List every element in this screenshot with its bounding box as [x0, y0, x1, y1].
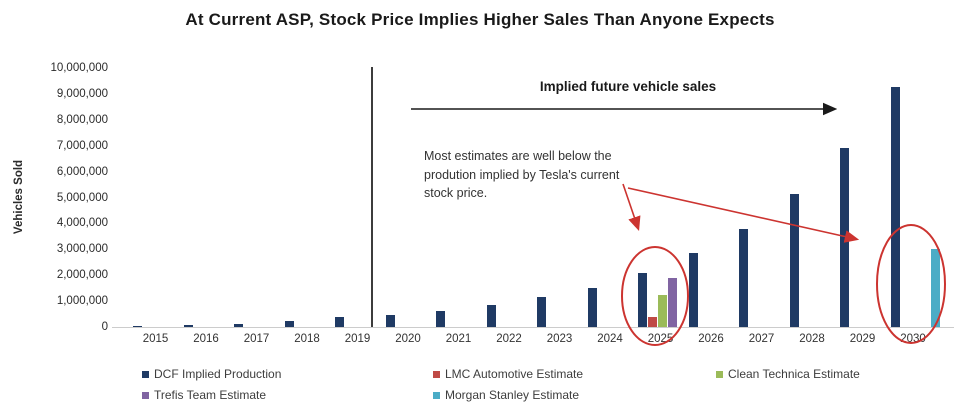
legend-item-morgan-stanley-estimate: Morgan Stanley Estimate — [433, 387, 579, 403]
estimates-note: Most estimates are well below the produt… — [424, 149, 620, 200]
x-axis-label-2019: 2019 — [344, 333, 371, 345]
y-tick-label: 8,000,000 — [56, 113, 108, 126]
bar-2021-dcf-implied-production — [436, 310, 445, 327]
bar-2015-dcf-implied-production — [133, 325, 142, 327]
bar-2024-dcf-implied-production — [587, 288, 597, 327]
bar-2023-dcf-implied-production — [537, 297, 546, 327]
x-axis-line — [112, 327, 954, 328]
legend-item-clean-technica-estimate: Clean Technica Estimate — [716, 366, 860, 382]
bar-2028-dcf-implied-production — [789, 193, 799, 327]
legend-swatch-icon — [142, 391, 149, 399]
bar-2022-dcf-implied-production — [486, 304, 496, 327]
y-tick-label: 7,000,000 — [56, 139, 108, 152]
y-tick-label: 10,000,000 — [50, 62, 108, 74]
bar-2019-dcf-implied-production — [335, 317, 344, 327]
x-axis-label-2024: 2024 — [597, 333, 623, 345]
legend-item-lmc-automotive-estimate: LMC Automotive Estimate — [433, 366, 583, 382]
historical-future-divider — [371, 67, 373, 327]
bar-2017-dcf-implied-production — [234, 324, 243, 327]
future-sales-label: Implied future vehicle sales — [539, 79, 717, 94]
x-axis-label-2021: 2021 — [445, 333, 472, 345]
bar-2030-dcf-implied-production — [890, 87, 900, 327]
y-tick-label: 0 — [101, 321, 108, 333]
legend-label: DCF Implied Production — [154, 367, 282, 381]
legend-swatch-icon — [433, 391, 440, 399]
legend-item-trefis-team-estimate: Trefis Team Estimate — [142, 387, 266, 403]
x-axis-label-2022: 2022 — [496, 333, 522, 345]
x-axis-label-2017: 2017 — [243, 333, 270, 345]
y-tick-label: 9,000,000 — [56, 87, 108, 100]
x-axis-label-2015: 2015 — [142, 333, 169, 345]
legend-label: LMC Automotive Estimate — [445, 367, 584, 381]
bar-2027-dcf-implied-production — [739, 228, 748, 327]
x-axis-label-2029: 2029 — [849, 333, 876, 345]
x-axis-label-2020: 2020 — [395, 333, 421, 345]
legend-swatch-icon — [142, 370, 149, 378]
bar-2026-dcf-implied-production — [688, 253, 698, 327]
x-axis-label-2027: 2027 — [748, 333, 775, 345]
legend-label: Trefis Team Estimate — [154, 388, 267, 402]
legend-label: Clean Technica Estimate — [728, 367, 860, 381]
bar-2020-dcf-implied-production — [385, 315, 395, 327]
legend-swatch-icon — [716, 370, 723, 378]
bar-2018-dcf-implied-production — [284, 320, 294, 327]
legend-item-dcf-implied-production: DCF Implied Production — [142, 366, 281, 382]
y-tick-label: 3,000,000 — [56, 243, 108, 256]
y-tick-label: 4,000,000 — [56, 217, 108, 230]
y-tick-label: 2,000,000 — [56, 269, 108, 282]
x-axis-label-2023: 2023 — [546, 333, 573, 345]
x-axis-label-2026: 2026 — [698, 333, 724, 345]
bar-2016-dcf-implied-production — [183, 324, 193, 327]
y-tick-label: 6,000,000 — [56, 165, 108, 178]
y-tick-label: 5,000,000 — [56, 191, 108, 204]
legend-swatch-icon — [433, 370, 440, 378]
x-axis-label-2018: 2018 — [294, 333, 320, 345]
x-axis-label-2016: 2016 — [193, 333, 219, 345]
x-axis-label-2028: 2028 — [799, 333, 825, 345]
y-tick-label: 1,000,000 — [56, 295, 108, 308]
legend-label: Morgan Stanley Estimate — [445, 388, 580, 402]
chart-title: At Current ASP, Stock Price Implies High… — [185, 10, 775, 29]
